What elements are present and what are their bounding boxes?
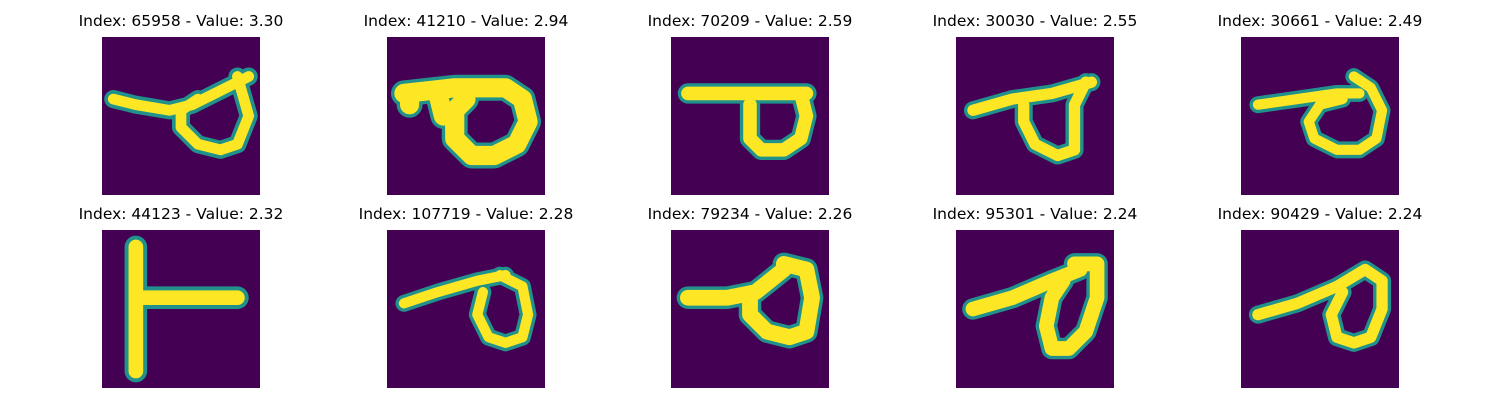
digit-image [956, 37, 1114, 195]
digit-image [102, 37, 260, 195]
sample-title: Index: 44123 - Value: 2.32 [78, 205, 284, 223]
sample-title: Index: 70209 - Value: 2.59 [647, 12, 853, 30]
sample-title: Index: 30030 - Value: 2.55 [932, 12, 1138, 30]
sample-title: Index: 107719 - Value: 2.28 [358, 205, 574, 223]
sample-title: Index: 65958 - Value: 3.30 [78, 12, 284, 30]
digit-image [1241, 37, 1399, 195]
digit-image [671, 37, 829, 195]
digit-image [387, 230, 545, 388]
sample-title: Index: 30661 - Value: 2.49 [1217, 12, 1423, 30]
digit-image [102, 230, 260, 388]
digit-image [956, 230, 1114, 388]
digit-image [1241, 230, 1399, 388]
sample-title: Index: 79234 - Value: 2.26 [647, 205, 853, 223]
sample-title: Index: 95301 - Value: 2.24 [932, 205, 1138, 223]
digit-image [671, 230, 829, 388]
sample-title: Index: 41210 - Value: 2.94 [363, 12, 569, 30]
digit-image [387, 37, 545, 195]
sample-title: Index: 90429 - Value: 2.24 [1217, 205, 1423, 223]
